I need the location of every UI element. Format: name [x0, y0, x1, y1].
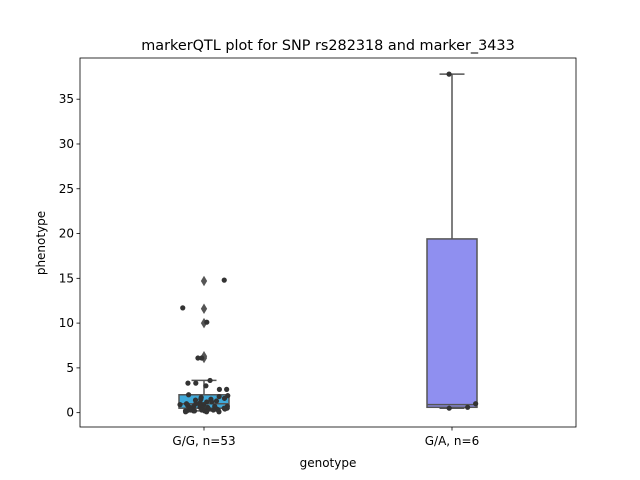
- y-tick-label-35: 35: [59, 92, 74, 106]
- plot-area: [177, 71, 479, 415]
- x-tick-label-1: G/A, n=6: [425, 434, 479, 448]
- y-tick-label-0: 0: [66, 406, 74, 420]
- data-point: [203, 383, 209, 389]
- data-point: [473, 401, 479, 407]
- data-point: [185, 392, 192, 398]
- data-point: [182, 409, 189, 415]
- x-tick-label-0: G/G, n=53: [172, 434, 235, 448]
- data-point: [446, 405, 452, 411]
- data-point: [216, 386, 223, 392]
- data-point: [185, 380, 191, 386]
- y-tick-label-25: 25: [59, 182, 74, 196]
- data-point: [191, 403, 197, 410]
- data-point: [191, 408, 198, 414]
- x-axis-title: genotype: [300, 456, 357, 470]
- data-point: [195, 355, 201, 361]
- data-point: [207, 377, 213, 384]
- y-tick-label-15: 15: [59, 271, 74, 285]
- data-point: [209, 399, 215, 405]
- box-group-1: [426, 73, 478, 409]
- plot-frame: [79, 57, 577, 428]
- y-axis-title: phenotype: [34, 211, 48, 275]
- data-point: [224, 386, 230, 392]
- data-point: [216, 393, 222, 400]
- outlier-marker-3: [200, 303, 208, 315]
- data-point: [221, 395, 228, 401]
- data-point: [465, 404, 471, 410]
- chart-title: markerQTL plot for SNP rs282318 and mark…: [141, 38, 514, 54]
- data-point: [216, 409, 222, 415]
- strip-points-1: [446, 71, 479, 411]
- data-point: [180, 305, 186, 311]
- y-axis: 0 5 10 15 20 25 30 35: [59, 92, 80, 420]
- y-tick-label-20: 20: [59, 227, 74, 241]
- data-point: [210, 407, 216, 413]
- y-tick-label-30: 30: [59, 137, 74, 151]
- data-point: [222, 406, 228, 412]
- data-point: [177, 402, 183, 408]
- y-tick-label-10: 10: [59, 316, 74, 330]
- data-point: [204, 319, 210, 325]
- box-iqr: [426, 238, 478, 409]
- data-point: [446, 71, 452, 77]
- outlier-marker-4: [200, 275, 208, 287]
- data-point: [199, 355, 205, 361]
- data-point: [203, 409, 210, 415]
- data-point: [193, 380, 199, 386]
- x-axis: G/G, n=53 G/A, n=6: [172, 427, 479, 448]
- strip-points-0: [177, 277, 231, 415]
- data-point: [213, 398, 220, 404]
- data-point: [221, 277, 227, 283]
- y-tick-label-5: 5: [66, 361, 74, 375]
